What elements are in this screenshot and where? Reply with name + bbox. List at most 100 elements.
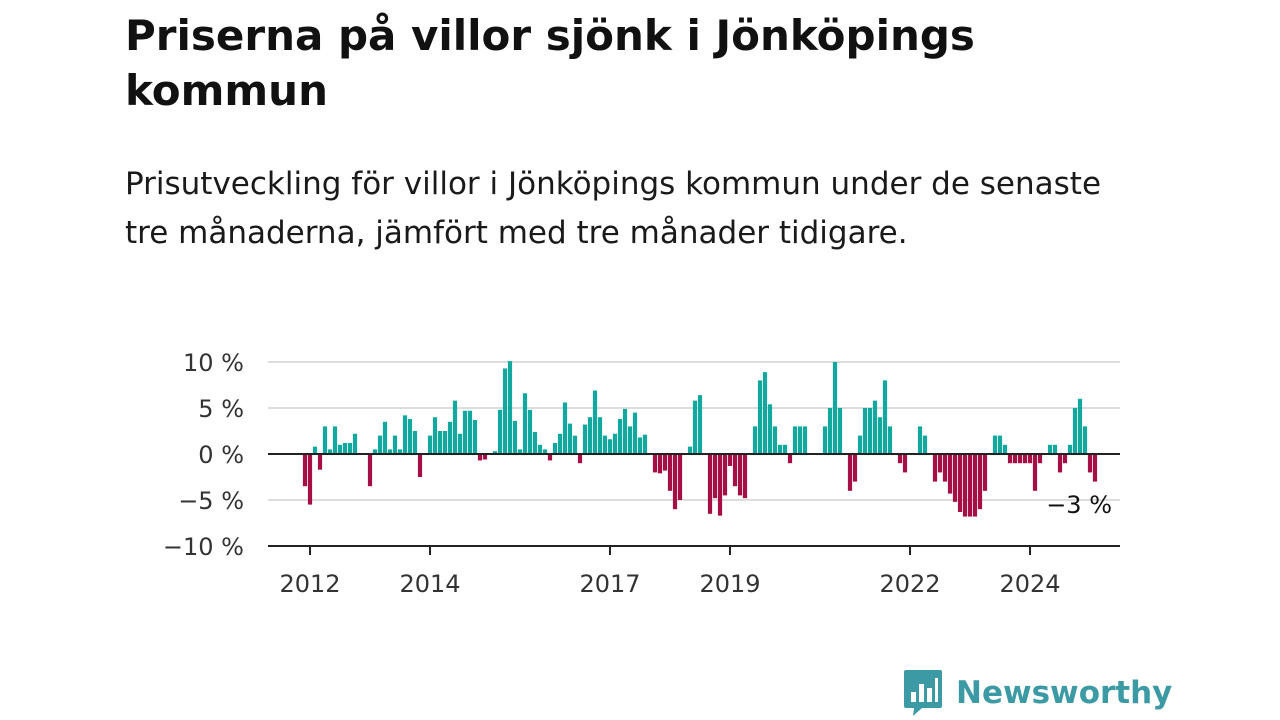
bar <box>387 449 393 454</box>
bar <box>1077 398 1083 454</box>
bar <box>342 442 348 454</box>
bar <box>1082 426 1088 454</box>
bar <box>512 420 518 454</box>
bar <box>322 426 328 454</box>
bar <box>1012 454 1018 464</box>
y-tick-label: 10 % <box>183 349 244 377</box>
bar <box>1062 454 1068 464</box>
bar <box>967 454 973 517</box>
bar <box>1037 454 1043 464</box>
bar <box>1092 454 1098 482</box>
bar <box>612 433 618 454</box>
bar <box>382 421 388 454</box>
bar <box>582 424 588 454</box>
bar <box>827 408 833 454</box>
bar <box>1052 444 1058 454</box>
bar <box>507 361 513 454</box>
bar <box>1017 454 1023 464</box>
bar <box>1087 454 1093 473</box>
bar <box>522 393 528 454</box>
bar <box>687 446 693 454</box>
chart-subtitle: Prisutveckling för villor i Jönköpings k… <box>125 166 1102 251</box>
bar <box>542 449 548 454</box>
bar <box>642 434 648 454</box>
bar <box>472 419 478 454</box>
bar <box>797 426 803 454</box>
bar <box>1067 444 1073 454</box>
bar <box>402 415 408 454</box>
bar <box>772 426 778 454</box>
bar <box>367 454 373 487</box>
bar <box>347 442 353 454</box>
bar-chart-speech-bubble-icon <box>904 670 942 716</box>
bar <box>572 435 578 454</box>
bar <box>482 454 488 460</box>
bar <box>707 454 713 514</box>
bar <box>602 435 608 454</box>
axes <box>268 453 1120 547</box>
bar <box>627 426 633 454</box>
bar <box>437 431 443 454</box>
y-tick-label: −10 % <box>163 533 244 561</box>
bar <box>562 402 568 454</box>
bar <box>567 423 573 454</box>
bar <box>867 408 873 454</box>
bar <box>397 449 403 454</box>
bar <box>332 426 338 454</box>
bar <box>847 454 853 491</box>
bar <box>667 454 673 491</box>
bar <box>822 426 828 454</box>
bar <box>532 431 538 454</box>
bar <box>832 362 838 454</box>
bar <box>992 435 998 454</box>
bar <box>737 454 743 496</box>
bar <box>372 449 378 454</box>
bar <box>762 372 768 454</box>
bar <box>972 454 978 517</box>
bar <box>792 426 798 454</box>
bar <box>777 444 783 454</box>
bar <box>607 439 613 454</box>
bar <box>857 435 863 454</box>
bar <box>497 409 503 454</box>
bar <box>1027 454 1033 464</box>
bar <box>1057 454 1063 473</box>
bar <box>307 454 313 505</box>
bar <box>722 454 728 496</box>
chart-title: Priserna på villor sjönk i Jönköpings ko… <box>125 11 975 115</box>
y-tick-label: −5 % <box>178 487 244 515</box>
x-tick-label: 2024 <box>999 570 1060 598</box>
bar <box>632 412 638 454</box>
y-tick-label: 5 % <box>198 395 244 423</box>
bar <box>657 454 663 474</box>
bar <box>392 435 398 454</box>
bars <box>302 361 1098 517</box>
bar <box>652 454 658 473</box>
bar <box>337 444 343 454</box>
bar <box>997 435 1003 454</box>
bar <box>452 400 458 454</box>
bar <box>757 380 763 454</box>
bar <box>302 454 308 487</box>
bar <box>352 433 358 454</box>
bar <box>557 433 563 454</box>
bar <box>732 454 738 487</box>
x-axis-ticks: 2012 2014 2017 2019 2022 2024 <box>279 546 1061 598</box>
brand-name: Newsworthy <box>956 675 1173 711</box>
bar <box>527 409 533 454</box>
bar <box>697 395 703 454</box>
bar <box>462 410 468 454</box>
bar <box>962 454 968 517</box>
bar <box>427 435 433 454</box>
bar <box>317 454 323 470</box>
bar <box>432 417 438 454</box>
bar <box>932 454 938 482</box>
bar <box>1032 454 1038 491</box>
bar <box>672 454 678 510</box>
bar <box>377 435 383 454</box>
bar <box>942 454 948 482</box>
bar <box>902 454 908 473</box>
bar <box>1002 444 1008 454</box>
newsworthy-logo: Newsworthy <box>902 668 1172 718</box>
